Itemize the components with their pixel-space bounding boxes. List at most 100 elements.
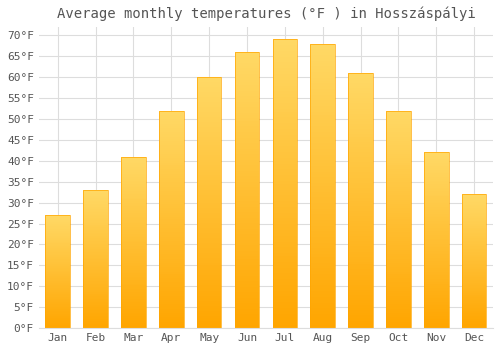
Bar xyxy=(272,241,297,244)
Bar xyxy=(310,160,335,163)
Bar xyxy=(197,250,222,253)
Bar xyxy=(310,197,335,200)
Bar xyxy=(121,270,146,272)
Bar xyxy=(234,154,260,157)
Bar xyxy=(348,78,373,80)
Bar xyxy=(348,231,373,234)
Bar xyxy=(46,271,70,272)
Bar xyxy=(386,274,410,276)
Bar xyxy=(386,278,410,280)
Bar xyxy=(234,110,260,113)
Bar xyxy=(310,123,335,126)
Bar xyxy=(84,327,108,328)
Bar xyxy=(424,318,448,320)
Bar xyxy=(234,96,260,99)
Bar xyxy=(348,254,373,257)
Bar xyxy=(310,306,335,308)
Bar xyxy=(121,174,146,175)
Bar xyxy=(386,239,410,241)
Bar xyxy=(84,274,108,276)
Bar xyxy=(310,83,335,86)
Bar xyxy=(234,314,260,317)
Bar xyxy=(386,291,410,293)
Bar xyxy=(234,198,260,201)
Bar xyxy=(348,96,373,98)
Bar xyxy=(386,180,410,182)
Bar xyxy=(197,158,222,160)
Bar xyxy=(386,206,410,209)
Bar xyxy=(386,159,410,161)
Bar xyxy=(234,135,260,138)
Bar xyxy=(272,253,297,256)
Bar xyxy=(462,216,486,217)
Bar xyxy=(84,191,108,193)
Bar xyxy=(197,102,222,105)
Bar xyxy=(159,239,184,241)
Bar xyxy=(310,75,335,78)
Bar xyxy=(348,83,373,86)
Bar xyxy=(159,202,184,204)
Bar xyxy=(272,290,297,294)
Bar xyxy=(46,225,70,226)
Bar xyxy=(121,211,146,213)
Bar xyxy=(84,316,108,317)
Bar xyxy=(424,254,448,256)
Bar xyxy=(424,270,448,272)
Bar xyxy=(462,236,486,237)
Bar xyxy=(310,271,335,274)
Bar xyxy=(197,275,222,278)
Bar xyxy=(424,265,448,267)
Bar xyxy=(121,272,146,273)
Bar xyxy=(197,145,222,147)
Bar xyxy=(462,296,486,297)
Bar xyxy=(197,117,222,120)
Bar xyxy=(197,77,222,328)
Bar xyxy=(462,306,486,307)
Bar xyxy=(462,252,486,253)
Bar xyxy=(424,161,448,163)
Bar xyxy=(310,194,335,197)
Bar xyxy=(197,230,222,233)
Bar xyxy=(159,291,184,293)
Bar xyxy=(84,313,108,314)
Bar xyxy=(234,124,260,126)
Bar xyxy=(234,312,260,314)
Bar xyxy=(46,217,70,218)
Bar xyxy=(386,134,410,136)
Bar xyxy=(424,175,448,177)
Bar xyxy=(272,80,297,83)
Bar xyxy=(197,152,222,155)
Bar xyxy=(310,311,335,314)
Bar xyxy=(84,196,108,197)
Bar xyxy=(424,156,448,158)
Bar xyxy=(310,317,335,320)
Bar xyxy=(84,302,108,303)
Bar xyxy=(234,292,260,295)
Bar xyxy=(46,224,70,225)
Bar xyxy=(121,268,146,270)
Bar xyxy=(310,63,335,66)
Bar xyxy=(234,151,260,154)
Bar xyxy=(348,295,373,298)
Bar xyxy=(462,260,486,261)
Bar xyxy=(310,100,335,103)
Bar xyxy=(386,184,410,187)
Bar xyxy=(84,256,108,258)
Bar xyxy=(159,119,184,121)
Bar xyxy=(348,285,373,287)
Bar xyxy=(159,287,184,289)
Bar xyxy=(121,158,146,160)
Bar xyxy=(348,88,373,91)
Bar xyxy=(121,261,146,263)
Bar xyxy=(46,315,70,316)
Bar xyxy=(121,236,146,237)
Bar xyxy=(272,250,297,253)
Bar xyxy=(386,161,410,163)
Bar xyxy=(84,323,108,324)
Bar xyxy=(386,169,410,172)
Bar xyxy=(424,223,448,224)
Bar xyxy=(462,309,486,311)
Bar xyxy=(462,311,486,312)
Bar xyxy=(197,235,222,238)
Bar xyxy=(272,299,297,302)
